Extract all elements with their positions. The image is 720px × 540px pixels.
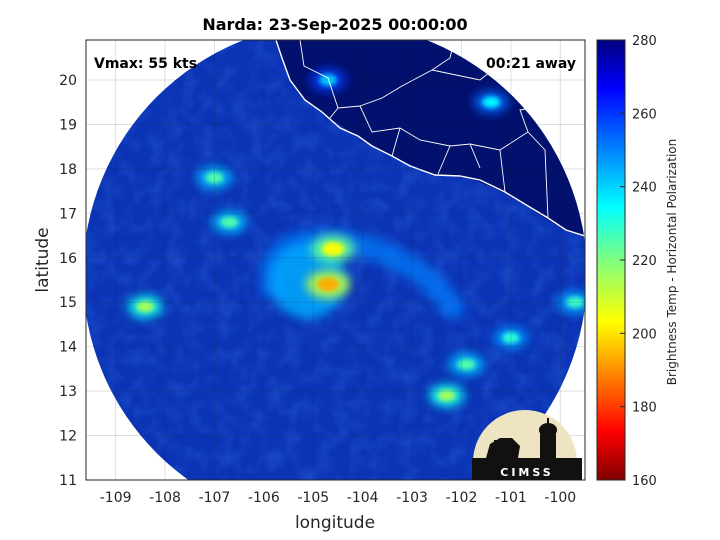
colorbar-tick-label: 220 — [632, 254, 657, 269]
convection-core — [437, 389, 456, 402]
state-borders — [299, 40, 585, 219]
x-tick-label: -101 — [495, 490, 527, 506]
convection-core — [220, 216, 239, 228]
coastlines — [275, 40, 585, 237]
convection-core — [482, 96, 500, 108]
colorbar-tick-label: 160 — [632, 474, 657, 489]
y-tick-label: 14 — [59, 340, 77, 356]
x-tick-label: -104 — [347, 490, 379, 506]
convection-core — [319, 74, 337, 86]
convection-core — [457, 358, 476, 371]
x-tick-label: -106 — [248, 490, 280, 506]
chart-title: Narda: 23-Sep-2025 00:00:00 — [202, 15, 467, 34]
logo-tower-icon — [540, 430, 556, 458]
colorbar-tick-label: 260 — [632, 107, 657, 122]
time-away-annotation: 00:21 away — [486, 56, 576, 72]
logo-bar — [472, 458, 582, 480]
y-tick-label: 15 — [59, 295, 77, 311]
y-tick-label: 17 — [59, 206, 77, 222]
axes-frame — [85, 39, 586, 481]
convection-core — [205, 172, 224, 184]
x-tick-label: -102 — [446, 490, 478, 506]
y-tick-label: 13 — [59, 384, 77, 400]
convection-features — [127, 68, 585, 407]
convection-core — [566, 296, 584, 308]
x-tick-label: -108 — [149, 490, 181, 506]
x-tick-label: -107 — [199, 490, 231, 506]
colorbar: 160 180 200 220 240 260 280 Brightness Temp - … — [596, 34, 679, 489]
x-tick-label: -109 — [100, 490, 132, 506]
x-tick-label: -100 — [544, 490, 576, 506]
y-tick-label: 19 — [59, 117, 77, 133]
x-tick-labels: -109 -108 -107 -106 -105 -104 -103 -102 -101 -100 — [100, 490, 576, 506]
eye-core-core — [317, 277, 340, 292]
x-axis-label: longitude — [295, 513, 375, 533]
convection-core — [136, 301, 155, 313]
satellite-swath — [86, 40, 585, 480]
map-plot-area — [85, 39, 586, 481]
colorbar-tick-label: 200 — [632, 327, 657, 342]
convection-core — [502, 332, 520, 344]
y-tick-label: 11 — [59, 473, 77, 489]
cimss-logo: CIMSS — [472, 410, 582, 480]
coastline — [275, 40, 585, 237]
y-tick-label: 16 — [59, 251, 77, 267]
inner-ring-core — [322, 241, 345, 256]
y-tick-label: 12 — [59, 429, 77, 445]
y-tick-label: 18 — [59, 162, 77, 178]
colorbar-ticks: 160 180 200 220 240 260 280 — [620, 34, 657, 489]
y-tick-labels: 11 12 13 14 15 16 17 18 19 20 — [59, 73, 77, 489]
colorbar-tick-label: 240 — [632, 181, 657, 196]
y-tick-label: 20 — [59, 73, 77, 89]
y-axis-label: latitude — [33, 227, 53, 292]
colorbar-tick-label: 180 — [632, 401, 657, 416]
x-tick-label: -103 — [396, 490, 428, 506]
logo-text: CIMSS — [500, 466, 553, 479]
colorbar-label: Brightness Temp - Horizontal Polarizatio… — [665, 139, 679, 386]
vmax-annotation: Vmax: 55 kts — [94, 56, 197, 72]
x-tick-label: -105 — [297, 490, 329, 506]
colorbar-tick-label: 280 — [632, 34, 657, 49]
